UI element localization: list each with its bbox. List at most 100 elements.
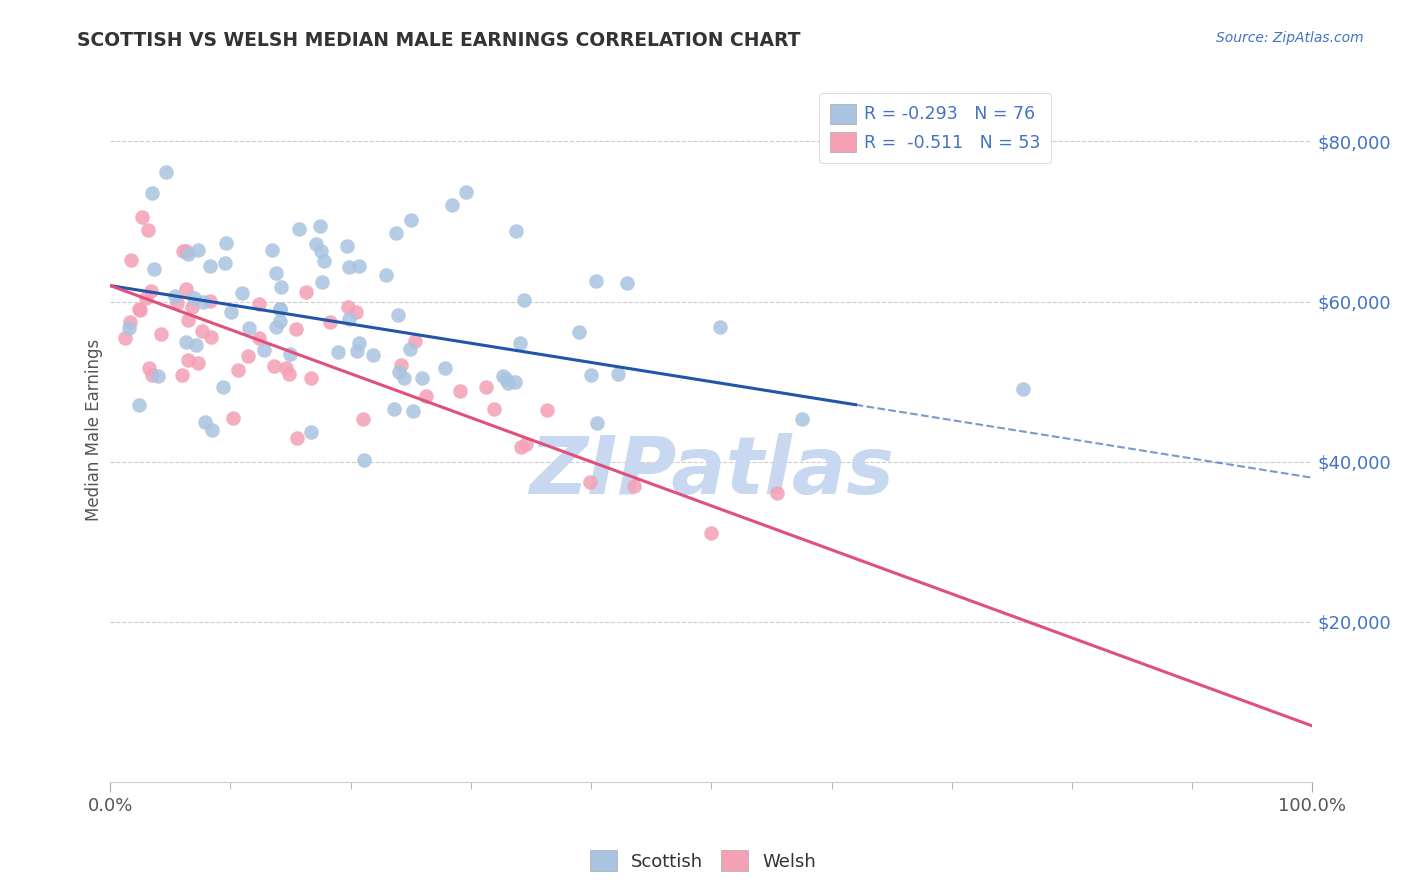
Point [264,266,287,280]
Point [238,320,260,334]
Point [790,412,813,426]
Point [135,291,157,305]
Point [388,365,411,379]
Point [231,286,253,301]
Point [394,371,416,385]
Point [607,367,630,381]
Point [177,353,200,368]
Point [183,291,205,305]
Point [586,416,609,430]
Point [515,437,537,451]
Point [155,165,177,179]
Point [404,334,426,348]
Point [193,294,215,309]
Point [513,293,536,308]
Point [385,226,408,240]
Point [505,223,527,237]
Point [222,411,245,425]
Text: Source: ZipAtlas.com: Source: ZipAtlas.com [1216,31,1364,45]
Point [1011,382,1033,396]
Point [136,223,159,237]
Point [616,277,638,291]
Point [402,403,425,417]
Point [238,349,260,363]
Point [128,398,150,412]
Point [174,244,197,259]
Point [318,315,340,329]
Point [288,221,311,235]
Point [568,326,591,340]
Point [382,402,405,417]
Point [141,368,163,382]
Point [226,363,249,377]
Point [260,244,283,258]
Point [170,368,193,382]
Point [449,384,471,398]
Legend: R = -0.293   N = 76, R =  -0.511   N = 53: R = -0.293 N = 76, R = -0.511 N = 53 [820,93,1052,162]
Point [337,312,360,326]
Point [219,305,242,319]
Point [433,360,456,375]
Point [276,361,298,376]
Point [177,247,200,261]
Point [187,356,209,370]
Point [308,219,330,233]
Point [581,368,603,383]
Point [166,296,188,310]
Point [585,274,607,288]
Point [118,321,141,335]
Point [200,294,222,309]
Point [375,268,398,282]
Point [336,239,359,253]
Point [264,320,287,334]
Point [337,300,360,314]
Point [337,260,360,274]
Point [578,475,600,489]
Point [399,342,422,356]
Point [387,308,409,322]
Point [269,301,291,316]
Point [120,315,142,329]
Point [270,280,292,294]
Point [190,325,212,339]
Point [128,301,150,316]
Point [120,253,142,268]
Point [131,210,153,224]
Point [509,336,531,351]
Legend: Scottish, Welsh: Scottish, Welsh [582,843,824,879]
Point [201,423,224,437]
Point [174,335,197,350]
Point [211,380,233,394]
Point [138,360,160,375]
Point [150,326,173,341]
Text: SCOTTISH VS WELSH MEDIAN MALE EARNINGS CORRELATION CHART: SCOTTISH VS WELSH MEDIAN MALE EARNINGS C… [77,31,801,50]
Point [495,371,517,385]
Point [311,275,333,289]
Point [766,486,789,500]
Point [536,402,558,417]
Point [328,345,350,359]
Point [347,335,370,350]
Point [299,371,322,385]
Point [263,359,285,373]
Point [278,347,301,361]
Point [347,259,370,273]
Point [389,359,412,373]
Point [139,284,162,298]
Point [163,289,186,303]
Point [278,368,301,382]
Y-axis label: Median Male Earnings: Median Male Earnings [86,339,103,521]
Point [114,331,136,345]
Point [700,526,723,541]
Point [411,371,433,385]
Point [299,425,322,439]
Point [285,322,308,336]
Point [247,296,270,310]
Point [177,312,200,326]
Point [215,236,238,251]
Point [709,319,731,334]
Point [214,255,236,269]
Point [491,369,513,384]
Point [295,285,318,299]
Point [623,479,645,493]
